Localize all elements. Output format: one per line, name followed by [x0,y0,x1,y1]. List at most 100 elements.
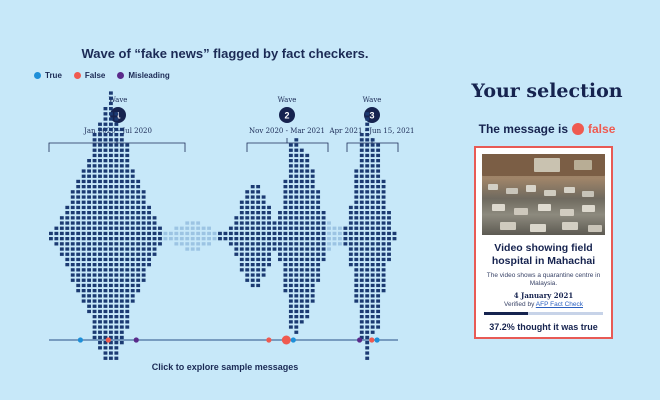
timeline-dot[interactable] [357,337,363,343]
wave-bar [387,211,391,262]
wave-bar-segment [98,257,102,262]
wave-bar-segment [365,169,370,173]
wave-bar-segment [87,278,92,282]
legend-item-true[interactable]: True [34,71,62,80]
wave-bar-segment [130,200,135,204]
timeline-dot[interactable] [77,337,84,343]
wave-bar-segment [387,237,391,241]
wave-bar-segment [294,153,299,158]
wave-bar-segment [348,231,353,236]
wave-bar-segment [59,226,64,230]
wave-bar-segment [376,143,381,147]
wave-bar-segment [59,216,64,220]
wave-bar-segment [152,237,157,241]
wave-bar-segment [365,231,370,236]
wave-bar-segment [141,247,146,251]
wave-bar-segment [81,226,86,230]
wave-bar-segment [245,237,250,241]
wave-bar-segment [381,237,386,241]
wave-bar-segment [103,257,108,262]
wave-bar-segment [316,226,321,230]
wave-bar-segment [310,299,315,303]
wave-bar-segment [114,341,119,345]
wave-bar-segment [294,179,299,184]
timeline-dot[interactable] [266,337,272,343]
wave-bar [196,221,201,251]
wave-bar-segment [70,278,75,282]
wave-bar-segment [130,231,135,236]
wave-bar-segment [299,304,304,308]
wave-bar [92,133,97,340]
wave-bar-segment [354,237,359,241]
wave-bar-segment [359,179,364,184]
wave-bar-segment [376,216,381,220]
wave-bar-segment [359,252,364,256]
wave-bar-segment [108,346,113,350]
wave-bar-segment [103,195,108,199]
wave-bar-segment [359,143,364,147]
wave-bar-segment [125,169,130,173]
wave-bar-segment [365,117,370,121]
wave-bar-segment [267,231,271,236]
wave-bar-segment [283,263,288,267]
wave-bar-segment [316,263,321,267]
wave-bar-segment [381,221,386,225]
wave-bar [250,185,255,288]
wave-bar-segment [245,211,250,215]
timeline-dot[interactable] [369,337,375,343]
wave-bar-segment [147,211,152,215]
wave-bar-segment [376,205,381,210]
wave-bar-segment [376,299,381,303]
timeline-dot-selected[interactable] [281,335,291,345]
wave-bar-segment [119,200,124,204]
wave-bar [212,231,217,241]
legend-item-misleading[interactable]: Misleading [117,71,170,80]
timeline-dot[interactable] [290,337,296,343]
timeline-dot[interactable] [374,337,380,343]
wave-bar-segment [359,237,364,241]
wave-bar-segment [119,330,124,334]
wave-bar-segment [294,247,299,251]
wave-bar-segment [294,283,299,288]
wave-bar-segment [196,226,201,230]
message-card[interactable]: Video showing field hospital in Mahachai… [474,146,613,339]
wave-bar-segment [288,309,293,314]
wave-bar-segment [179,237,184,241]
wave-bar-segment [381,190,386,194]
wave-bar-segment [81,200,86,204]
wave-bar-segment [239,211,244,215]
wave-bar-segment [70,252,75,256]
wave-bar-segment [376,242,381,246]
wave-bar-segment [114,263,119,267]
wave-chart: Wave 1 Jan 2020 - Jul 2020 Wave 2 Nov 20… [48,91,414,360]
legend-item-false[interactable]: False [73,71,105,80]
timeline-dot[interactable] [105,337,111,343]
wave-bar-segment [376,289,381,293]
wave-bar-segment [81,294,86,298]
wave-bar-segment [108,278,113,282]
wave-bar-segment [365,185,370,189]
wave-bar-segment [283,190,288,194]
timeline-dot[interactable] [133,337,139,343]
wave-bar-segment [381,263,386,267]
wave-bar-segment [147,252,152,256]
wave-bar-segment [130,289,135,293]
wave-bar [370,138,375,334]
wave-bar-segment [141,200,146,204]
wave-bar-segment [376,304,381,308]
wave-bar-segment [294,330,299,334]
wave-bar-segment [283,231,288,236]
wave-bar-segment [103,315,108,319]
verified-link[interactable]: AFP Fact Check [535,301,583,308]
wave-bar-segment [108,205,113,210]
timeline-dots[interactable] [77,335,380,345]
wave-bar-segment [288,299,293,303]
wave-bar-segment [283,252,288,256]
wave-bar-segment [125,153,130,158]
wave-bar-segment [119,283,124,288]
wave-bar-segment [376,159,381,163]
wave-bar-segment [108,133,113,137]
wave-bar-segment [332,242,337,246]
wave-bar-segment [310,211,315,215]
wave-bar-segment [65,263,70,267]
